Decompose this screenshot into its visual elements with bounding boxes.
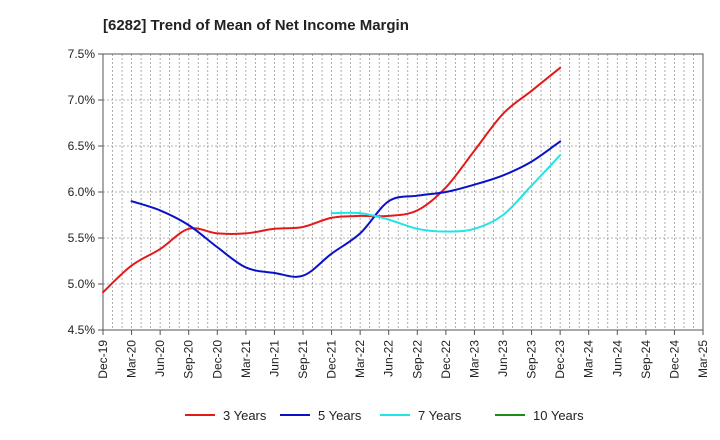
x-tick-label: Sep-22 xyxy=(410,340,424,379)
x-tick-label: Dec-23 xyxy=(553,340,567,379)
x-tick-label: Sep-21 xyxy=(296,340,310,379)
series-line-3-years xyxy=(102,66,562,294)
legend-label-5-years: 5 Years xyxy=(318,408,362,423)
x-tick-label: Mar-21 xyxy=(239,340,253,378)
y-tick-label: 6.5% xyxy=(68,139,96,153)
x-tick-label: Mar-25 xyxy=(696,340,710,378)
y-tick-label: 5.5% xyxy=(68,231,96,245)
x-tick-label: Dec-24 xyxy=(667,340,681,379)
x-tick-label: Dec-19 xyxy=(96,340,110,379)
x-tick-label: Dec-20 xyxy=(210,340,224,379)
legend: 3 Years 5 Years 7 Years 10 Years xyxy=(185,408,584,423)
x-tick-label: Sep-24 xyxy=(639,340,653,379)
legend-label-10-years: 10 Years xyxy=(533,408,584,423)
y-axis: 4.5% 5.0% 5.5% 6.0% 6.5% 7.0% 7.5% xyxy=(68,47,103,337)
series-lines xyxy=(102,66,562,294)
x-tick-label: Sep-20 xyxy=(182,340,196,379)
y-tick-label: 6.0% xyxy=(68,185,96,199)
x-tick-label: Jun-21 xyxy=(267,340,281,377)
y-tick-label: 7.5% xyxy=(68,47,96,61)
x-tick-label: Dec-21 xyxy=(325,340,339,379)
grid xyxy=(103,54,703,330)
x-tick-label: Jun-22 xyxy=(382,340,396,377)
y-tick-label: 4.5% xyxy=(68,323,96,337)
series-line-5-years xyxy=(130,140,562,278)
legend-label-3-years: 3 Years xyxy=(223,408,267,423)
x-tick-label: Mar-20 xyxy=(125,340,139,378)
x-tick-label: Mar-24 xyxy=(582,340,596,378)
x-tick-label: Jun-23 xyxy=(496,340,510,377)
x-axis: Dec-19 Mar-20 Jun-20 Sep-20 Dec-20 Mar-21 Jun-… xyxy=(96,330,710,379)
x-tick-label: Sep-23 xyxy=(525,340,539,379)
x-tick-label: Mar-22 xyxy=(353,340,367,378)
chart-title: [6282] Trend of Mean of Net Income Margi… xyxy=(103,17,409,34)
x-tick-label: Jun-24 xyxy=(610,340,624,377)
x-tick-label: Jun-20 xyxy=(153,340,167,377)
series-line-7-years xyxy=(330,154,562,233)
legend-label-7-years: 7 Years xyxy=(418,408,462,423)
y-tick-label: 5.0% xyxy=(68,277,96,291)
y-tick-label: 7.0% xyxy=(68,93,96,107)
x-tick-label: Mar-23 xyxy=(467,340,481,378)
x-tick-label: Dec-22 xyxy=(439,340,453,379)
